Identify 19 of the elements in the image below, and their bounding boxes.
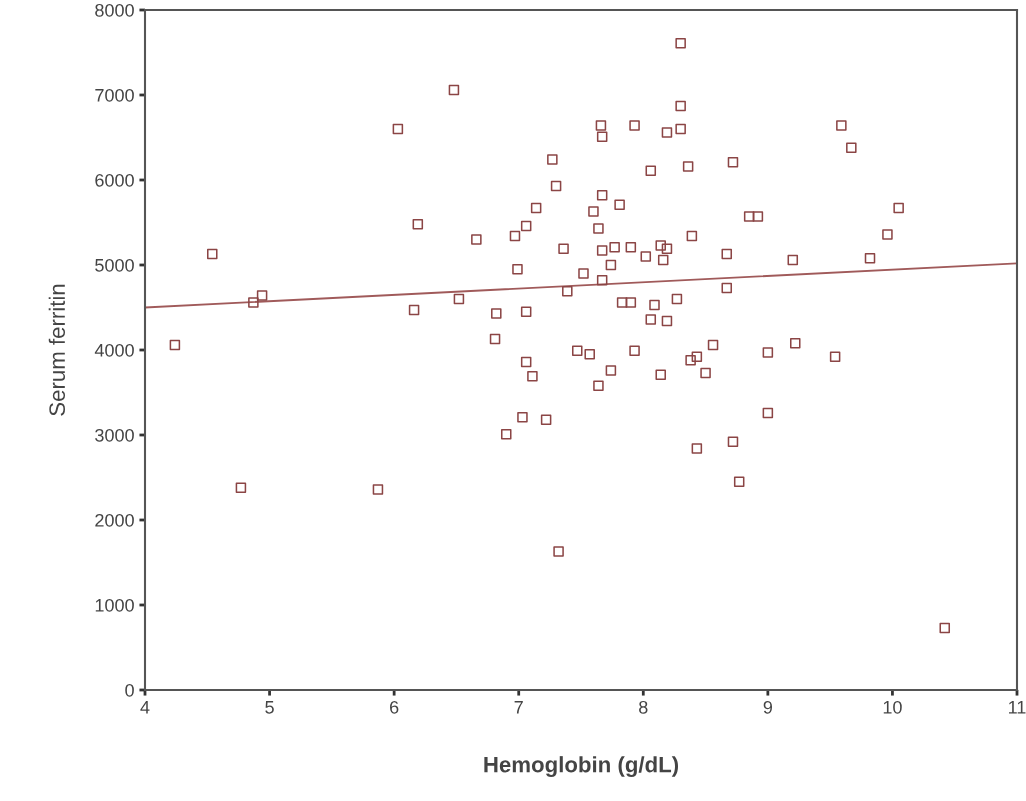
y-tick-label: 2000 [95,513,134,527]
y-tick-label: 5000 [95,258,134,272]
y-tick-label: 8000 [95,3,134,17]
x-axis-title: Hemoglobin (g/dL) [484,756,679,777]
x-tick-label: 8 [639,700,648,714]
x-tick-label: 7 [514,701,523,714]
x-tick-label: 4 [140,701,150,714]
y-tick-label: 3000 [95,428,134,442]
x-tick-label: 10 [883,700,902,714]
x-tick-label: 9 [763,700,773,714]
x-tick-label: 6 [390,700,399,714]
y-tick-label: 0 [125,683,134,697]
x-tick-label: 11 [1009,701,1026,714]
y-tick-label: 6000 [95,173,134,187]
y-axis-title: Serum ferritin [48,284,66,416]
x-tick-label: 5 [265,701,274,714]
y-tick-label: 7000 [95,88,134,102]
y-tick-label: 1000 [95,598,134,612]
y-tick-label: 4000 [94,343,134,357]
